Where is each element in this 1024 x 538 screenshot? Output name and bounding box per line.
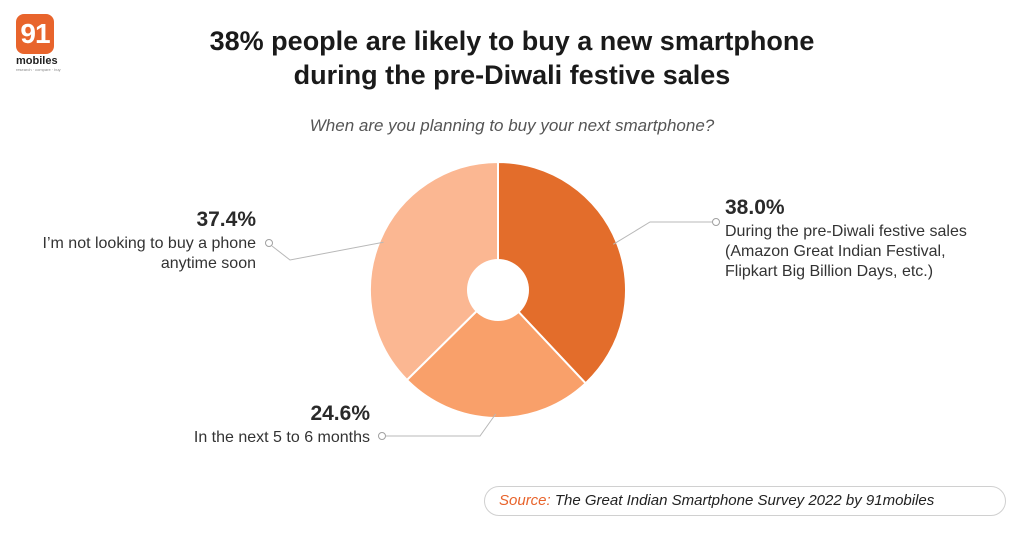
slice-not-buying [369,160,499,382]
slice-text-5-6-months: In the next 5 to 6 months [193,429,370,446]
source-text: The Great Indian Smartphone Survey 2022 … [554,492,935,509]
leader-lines [265,218,720,440]
leader-festive-dot [712,218,720,226]
chart-title: 38% people are likely to buy a new smart… [0,24,1024,92]
logo-number: 91 [16,14,54,54]
leader-not-buying-dot [265,239,273,247]
slice-festive [497,160,627,385]
donut-hole [467,259,529,321]
leader-not-buying [271,241,384,261]
slice-text-festive: During the pre-Diwali festive sales (Ama… [725,223,967,280]
slice-5-6-months [405,288,588,419]
slice-value-not-buying: 37.4% [196,208,256,231]
source-note: Source: The Great Indian Smartphone Surv… [484,486,1006,516]
pie-slices [369,160,627,419]
slice-text-not-buying: I’m not looking to buy a phone anytime s… [42,235,256,272]
slice-label-5-6-months: 24.6% In the next 5 to 6 months [100,400,370,448]
source-label: Source: [499,492,551,509]
slice-label-not-buying: 37.4% I’m not looking to buy a phone any… [30,206,256,274]
slice-value-5-6-months: 24.6% [310,402,370,425]
chart-subtitle: When are you planning to buy your next s… [309,116,715,135]
slice-value-festive: 38.0% [725,196,785,219]
logo-tagline: research · compare · buy [16,67,61,72]
logo-word: mobiles [16,55,58,67]
leader-5-6-months-dot [378,432,386,440]
brand-logo: 91 mobiles research · compare · buy [16,14,64,72]
leader-festive [613,221,712,245]
chart-title-line2: during the pre-Diwali festive sales [293,60,731,90]
slice-label-festive: 38.0% During the pre-Diwali festive sale… [725,194,985,282]
chart-title-line1: 38% people are likely to buy a new smart… [209,26,815,56]
leader-5-6-months [386,413,497,437]
